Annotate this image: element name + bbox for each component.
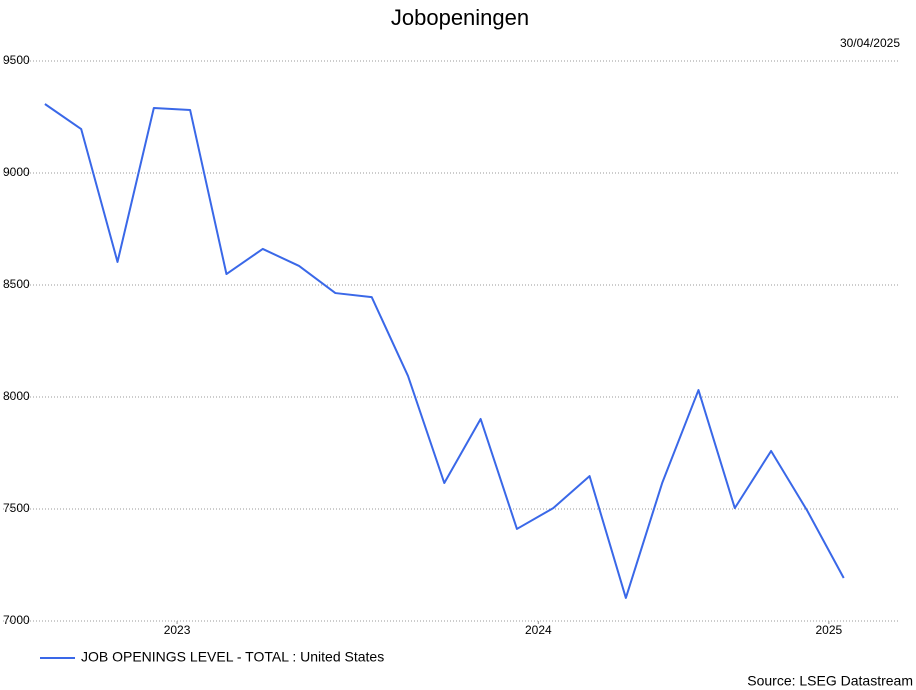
x-tick-label: 2025 bbox=[815, 623, 842, 637]
y-tick-label: 8500 bbox=[3, 277, 30, 291]
legend-label: JOB OPENINGS LEVEL - TOTAL : United Stat… bbox=[81, 649, 384, 665]
source: Source: LSEG Datastream bbox=[747, 673, 913, 689]
y-tick-label: 9500 bbox=[3, 53, 30, 67]
line bbox=[44, 103, 845, 599]
chart-title: Jobopeningen bbox=[391, 5, 529, 30]
date: 30/04/2025 bbox=[840, 36, 900, 50]
y-tick-label: 9000 bbox=[3, 165, 30, 179]
y-tick-label: 8000 bbox=[3, 389, 30, 403]
x-tick-label: 2024 bbox=[525, 623, 552, 637]
x-tick-label: 2023 bbox=[164, 623, 191, 637]
y-tick-label: 7000 bbox=[3, 613, 30, 627]
y-tick-label: 7500 bbox=[3, 501, 30, 515]
